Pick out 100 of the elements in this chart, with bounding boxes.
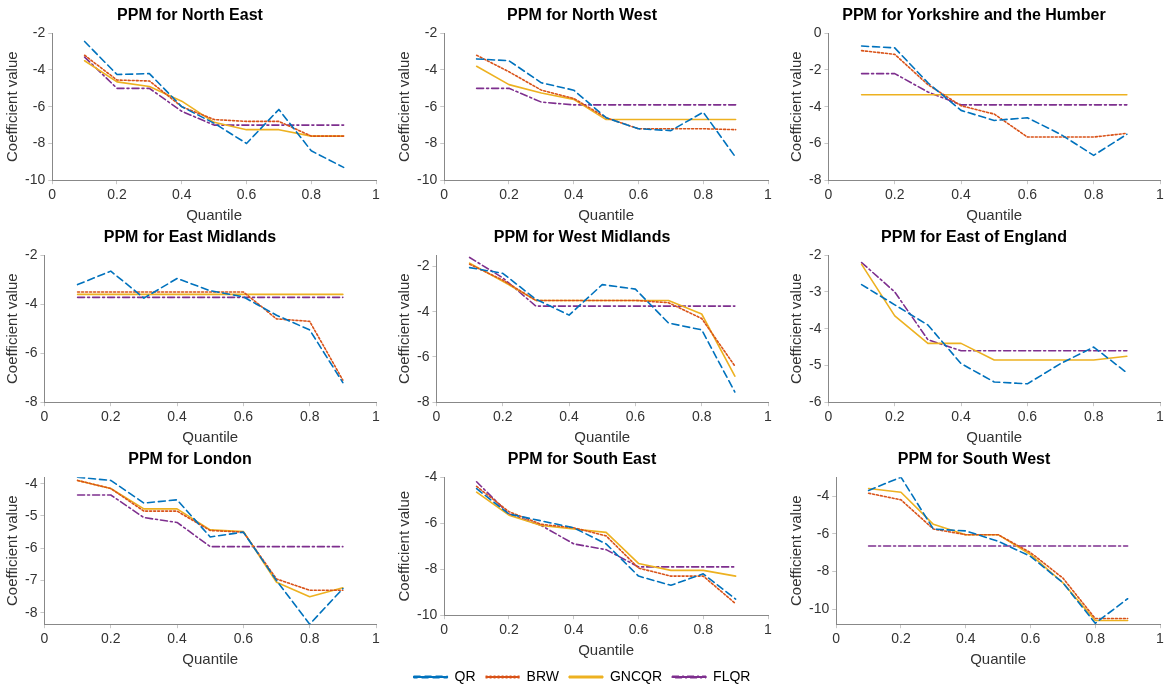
- y-tick-label: -4: [25, 295, 38, 312]
- y-tick-label: -2: [25, 246, 38, 263]
- x-tick-label: 0.4: [951, 186, 972, 203]
- x-tick-label: 0.6: [628, 621, 649, 638]
- x-tick-label: 0.2: [499, 621, 519, 638]
- chart-title: PPM for North East: [117, 6, 264, 24]
- y-tick-label: -6: [25, 539, 38, 556]
- line-series: [83, 40, 345, 169]
- y-tick-label: -8: [25, 603, 38, 620]
- x-axis-title: Quantile: [186, 206, 243, 224]
- x-tick-label: 0.2: [101, 630, 121, 647]
- y-tick-label: -6: [32, 97, 46, 114]
- y-tick-label: -8: [809, 171, 822, 188]
- chart-title: PPM for South West: [897, 450, 1051, 468]
- y-tick-label: -4: [424, 60, 438, 77]
- y-axis-title: Coefficient value: [787, 51, 805, 163]
- y-axis-title: Coefficient value: [3, 273, 21, 385]
- x-tick-label: 1: [372, 408, 381, 425]
- x-tick-label: 0.6: [1017, 186, 1038, 203]
- y-tick-label: -2: [417, 257, 430, 274]
- x-tick-label: 0.6: [1017, 408, 1038, 425]
- x-tick-label: 0: [440, 186, 449, 203]
- x-axis-title: Quantile: [966, 206, 1023, 224]
- y-tick-label: -5: [809, 356, 822, 373]
- x-tick-label: 0.8: [1083, 408, 1104, 425]
- y-tick-label: -6: [816, 524, 830, 541]
- x-axis-title: Quantile: [578, 641, 635, 659]
- x-tick-label: 0.8: [691, 408, 712, 425]
- y-axis-title: Coefficient value: [3, 495, 21, 607]
- y-tick-label: -4: [32, 60, 46, 77]
- chart-title: PPM for East of England: [881, 228, 1067, 246]
- y-tick-label: -2: [32, 24, 46, 41]
- x-tick-label: 1: [372, 186, 381, 203]
- legend-label: BRW: [526, 667, 560, 684]
- y-tick-label: -6: [809, 134, 822, 151]
- x-tick-label: 0: [832, 630, 841, 647]
- y-tick-label: -3: [809, 282, 822, 299]
- line-series: [860, 283, 1128, 385]
- x-axis-title: Quantile: [182, 650, 239, 668]
- legend-label: GNCQR: [609, 667, 663, 684]
- x-tick-label: 0.8: [1085, 630, 1106, 647]
- y-tick-label: -10: [417, 606, 438, 623]
- y-tick-label: -6: [424, 97, 438, 114]
- x-tick-label: 0.4: [564, 186, 584, 203]
- x-tick-label: 1: [1156, 186, 1165, 203]
- y-tick-label: -10: [809, 599, 830, 616]
- y-tick-label: -2: [809, 60, 822, 77]
- y-tick-label: -8: [424, 134, 438, 151]
- line-series: [83, 56, 345, 126]
- y-tick-label: -8: [424, 560, 438, 577]
- x-axis-title: Quantile: [182, 428, 239, 446]
- y-axis-title: Coefficient value: [787, 495, 805, 607]
- y-tick-label: 0: [813, 24, 822, 41]
- x-tick-label: 1: [764, 621, 773, 638]
- x-tick-label: 1: [1156, 630, 1165, 647]
- x-tick-label: 0.8: [299, 630, 320, 647]
- x-tick-label: 0.6: [625, 408, 646, 425]
- y-tick-label: -6: [25, 344, 38, 361]
- x-tick-label: 0.4: [167, 408, 188, 425]
- y-axis-title: Coefficient value: [395, 51, 413, 163]
- y-axis-title: Coefficient value: [395, 273, 413, 385]
- x-tick-label: 0.2: [885, 186, 905, 203]
- y-tick-label: -7: [25, 571, 38, 588]
- y-axis-title: Coefficient value: [395, 490, 413, 602]
- y-tick-label: -8: [816, 562, 830, 579]
- x-tick-label: 0.2: [107, 186, 127, 203]
- line-series: [76, 494, 344, 548]
- x-axis-title: Quantile: [578, 206, 635, 224]
- y-tick-label: -8: [32, 134, 46, 151]
- chart-title: PPM for East Midlands: [103, 228, 277, 246]
- y-tick-label: -4: [809, 97, 822, 114]
- chart-title: PPM for West Midlands: [493, 228, 671, 246]
- x-axis-title: Quantile: [970, 650, 1027, 668]
- x-tick-label: 0.2: [499, 186, 519, 203]
- x-tick-label: 0.4: [559, 408, 580, 425]
- y-tick-label: -10: [417, 171, 438, 188]
- y-tick-label: -4: [809, 319, 822, 336]
- x-tick-label: 0.8: [301, 186, 322, 203]
- y-tick-label: -5: [25, 506, 38, 523]
- x-tick-label: 0.4: [951, 408, 972, 425]
- y-tick-label: -2: [424, 24, 438, 41]
- chart-title: PPM for South East: [507, 450, 657, 468]
- x-tick-label: 1: [372, 630, 381, 647]
- line-series: [860, 49, 1128, 138]
- x-tick-label: 0.6: [1020, 630, 1041, 647]
- x-tick-label: 0.4: [172, 186, 192, 203]
- x-tick-label: 0.2: [885, 408, 905, 425]
- x-tick-label: 1: [764, 408, 773, 425]
- line-series: [860, 45, 1128, 157]
- y-tick-label: -4: [417, 302, 430, 319]
- y-tick-label: -6: [809, 393, 822, 410]
- x-tick-label: 0.8: [299, 408, 320, 425]
- x-tick-label: 0.2: [891, 630, 911, 647]
- line-series: [76, 270, 344, 384]
- x-tick-label: 0.4: [956, 630, 976, 647]
- x-axis-title: Quantile: [966, 428, 1023, 446]
- y-tick-label: -6: [417, 347, 430, 364]
- chart-title: PPM for London: [128, 450, 252, 468]
- x-tick-label: 1: [764, 186, 773, 203]
- x-axis-title: Quantile: [574, 428, 631, 446]
